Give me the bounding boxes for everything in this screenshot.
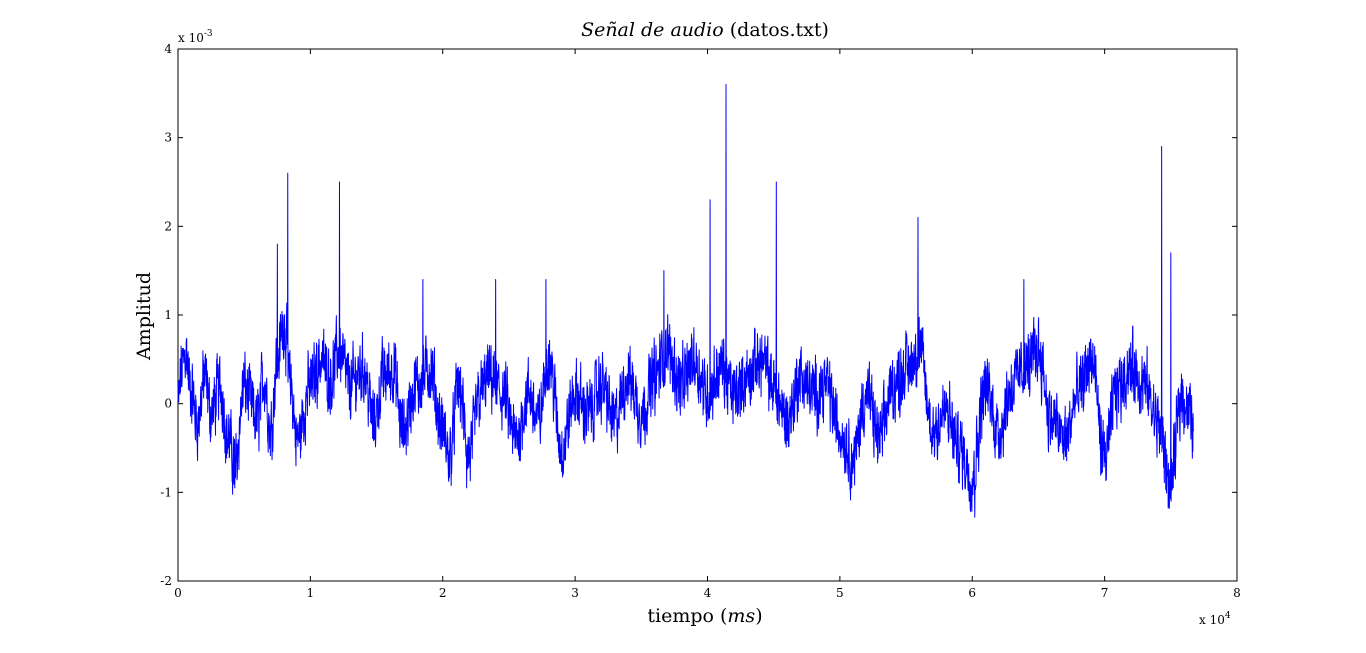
x-multiplier: x 104 <box>1199 611 1231 627</box>
y-tick-label: 2 <box>164 219 172 233</box>
signal-series-line <box>177 83 1194 518</box>
y-multiplier-base: x 10 <box>178 31 204 45</box>
chart-title-plain: (datos.txt) <box>724 19 829 41</box>
x-axis-label-italic: ms <box>727 605 755 627</box>
x-axis-label: tiempo (ms) <box>647 605 762 627</box>
y-tick-label: -2 <box>160 574 172 588</box>
y-tick-label: 0 <box>164 397 172 411</box>
x-tick-label: 3 <box>571 586 579 600</box>
x-tick-label: 1 <box>307 586 315 600</box>
x-multiplier-exp: 4 <box>1225 611 1231 621</box>
x-multiplier-base: x 10 <box>1199 613 1225 627</box>
x-axis-ticks: 0 1 2 3 4 5 6 7 8 <box>174 49 1241 600</box>
x-axis-label-close: ) <box>755 605 762 627</box>
y-tick-label: 4 <box>164 42 172 56</box>
x-tick-label: 5 <box>836 586 844 600</box>
axes-frame <box>177 48 1238 582</box>
y-multiplier: x 10-3 <box>178 29 213 45</box>
y-multiplier-exp: -3 <box>204 29 213 39</box>
x-tick-label: 6 <box>968 586 976 600</box>
y-axis-ticks: -2 -1 0 1 2 3 4 <box>160 42 1237 588</box>
y-tick-label: -1 <box>160 485 172 499</box>
y-tick-label: 3 <box>164 131 172 145</box>
x-axis-label-plain: tiempo ( <box>647 605 727 627</box>
x-tick-label: 0 <box>174 586 182 600</box>
chart-title: Señal de audio (datos.txt) <box>581 19 829 41</box>
chart-title-italic: Señal de audio <box>581 19 724 41</box>
y-axis-label: Amplitud <box>133 272 155 361</box>
x-tick-label: 2 <box>439 586 447 600</box>
x-tick-label: 8 <box>1233 586 1241 600</box>
plot-area <box>177 48 1238 582</box>
y-tick-label: 1 <box>164 308 172 322</box>
x-tick-label: 7 <box>1101 586 1109 600</box>
x-tick-label: 4 <box>704 586 712 600</box>
